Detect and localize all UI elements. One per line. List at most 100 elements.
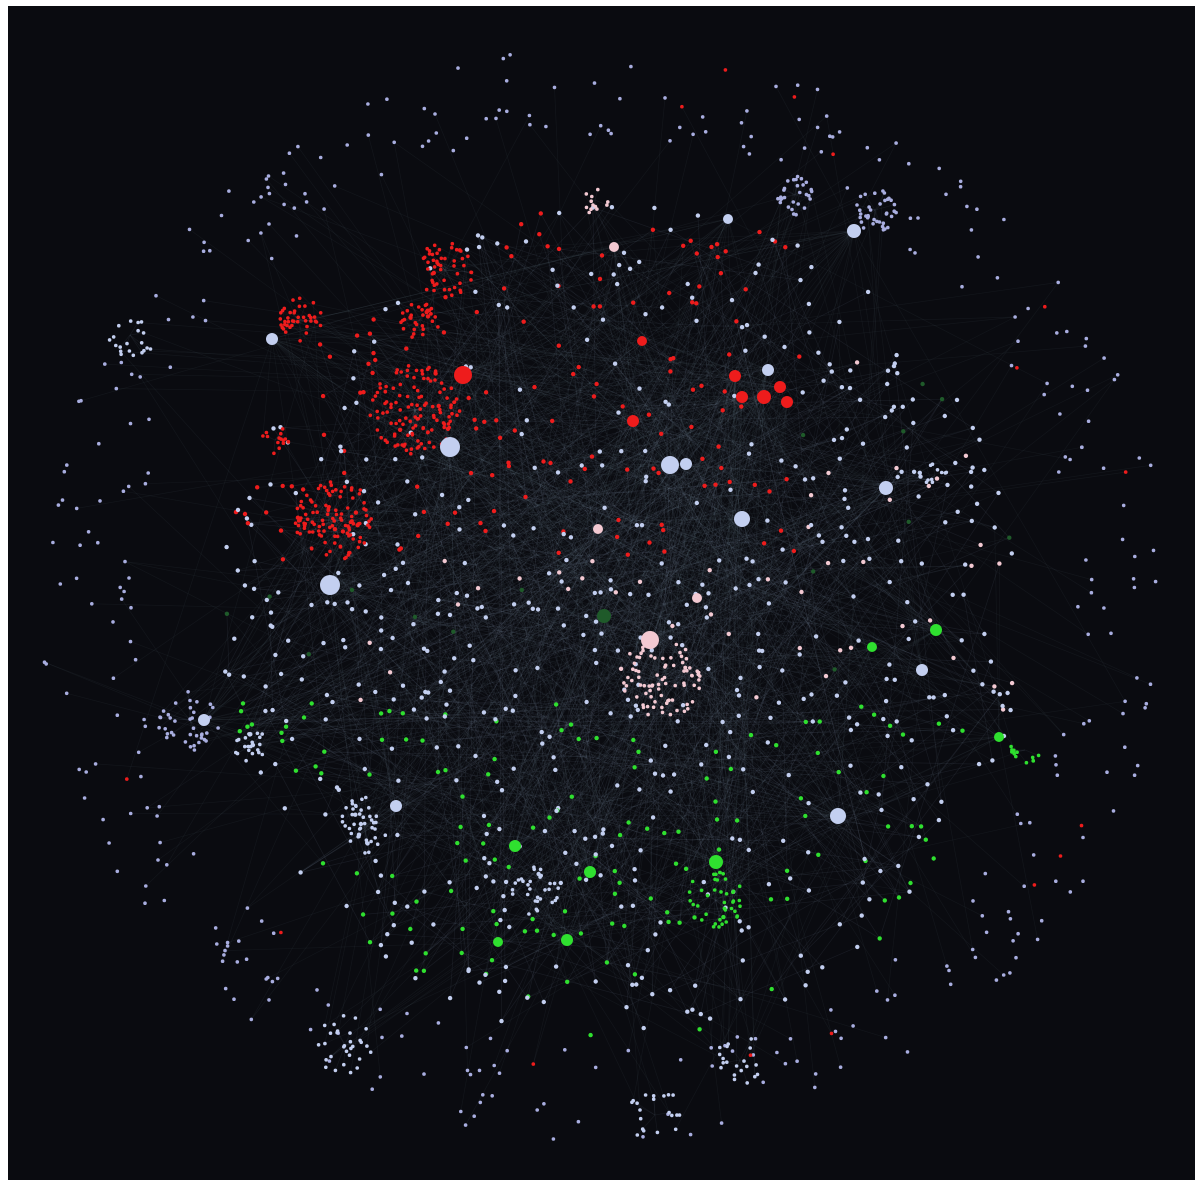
graph-node bbox=[298, 532, 303, 536]
graph-edge bbox=[662, 396, 765, 776]
graph-edge bbox=[449, 396, 743, 883]
graph-node bbox=[481, 813, 487, 819]
graph-node bbox=[454, 397, 459, 401]
graph-node bbox=[481, 710, 487, 715]
graph-edge bbox=[409, 463, 687, 930]
graph-edge bbox=[436, 262, 887, 489]
graph-node bbox=[513, 881, 518, 885]
graph-edge bbox=[329, 538, 869, 586]
graph-node bbox=[296, 144, 300, 149]
graph-edge bbox=[373, 319, 894, 408]
graph-node bbox=[422, 255, 427, 260]
graph-node bbox=[325, 512, 330, 517]
graph-edge bbox=[369, 560, 720, 644]
graph-node bbox=[158, 715, 162, 719]
graph-edge bbox=[678, 535, 847, 583]
graph-node bbox=[788, 1037, 793, 1041]
graph-edge bbox=[767, 579, 1000, 738]
graph-edge bbox=[649, 340, 1019, 641]
graph-node bbox=[268, 610, 274, 615]
graph-edge bbox=[710, 614, 861, 793]
graph-node bbox=[219, 213, 224, 218]
graph-node bbox=[886, 225, 890, 230]
graph-edge bbox=[334, 522, 481, 605]
graph-edge bbox=[422, 457, 664, 531]
graph-node bbox=[405, 308, 410, 313]
graph-edge bbox=[544, 830, 743, 961]
graph-edge bbox=[356, 335, 814, 479]
graph-node bbox=[752, 482, 757, 487]
graph-node bbox=[334, 488, 338, 492]
graph-node bbox=[342, 470, 347, 476]
graph-node bbox=[513, 693, 518, 699]
graph-node bbox=[478, 520, 483, 526]
graph-node bbox=[267, 191, 272, 196]
graph-edge bbox=[685, 463, 741, 887]
graph-edge bbox=[329, 446, 1082, 586]
graph-node bbox=[286, 638, 291, 643]
graph-node bbox=[192, 743, 196, 748]
graph-node bbox=[571, 305, 576, 310]
graph-node bbox=[306, 652, 311, 657]
graph-edge bbox=[505, 387, 851, 968]
graph-node bbox=[801, 183, 805, 187]
graph-node bbox=[360, 797, 364, 802]
graph-edge bbox=[415, 554, 629, 979]
graph-node bbox=[354, 333, 360, 338]
graph-edge bbox=[291, 487, 887, 740]
graph-node bbox=[139, 320, 144, 324]
graph-node bbox=[458, 281, 462, 286]
graph-node bbox=[713, 799, 718, 804]
graph-edge bbox=[434, 113, 651, 641]
graph-node bbox=[237, 729, 242, 734]
graph-node bbox=[939, 397, 945, 402]
graph-edge bbox=[329, 370, 408, 586]
graph-edge bbox=[558, 218, 729, 573]
graph-node bbox=[363, 609, 368, 614]
graph-edge bbox=[603, 615, 752, 1040]
graph-node bbox=[370, 370, 375, 376]
graph-node bbox=[503, 964, 509, 970]
graph-node bbox=[77, 767, 81, 772]
graph-node bbox=[855, 944, 860, 950]
graph-node bbox=[678, 650, 682, 655]
graph-edge bbox=[381, 174, 717, 863]
graph-node bbox=[651, 705, 656, 709]
graph-node bbox=[449, 386, 454, 391]
graph-node bbox=[559, 728, 564, 733]
graph-node bbox=[971, 899, 975, 903]
graph-node bbox=[628, 651, 632, 656]
graph-node bbox=[266, 333, 278, 345]
graph-edge bbox=[675, 669, 923, 1130]
graph-edge bbox=[578, 738, 702, 1015]
graph-node bbox=[250, 740, 254, 745]
graph-edge bbox=[449, 115, 827, 448]
graph-edge bbox=[445, 533, 564, 715]
graph-edge bbox=[421, 446, 719, 698]
graph-edge bbox=[630, 716, 786, 1000]
graph-node bbox=[685, 1009, 690, 1014]
graph-edge bbox=[514, 379, 1115, 847]
graph-node bbox=[656, 687, 661, 691]
graph-node bbox=[619, 904, 624, 909]
graph-edge bbox=[495, 420, 566, 912]
graph-edge bbox=[327, 510, 331, 586]
graph-edge bbox=[641, 507, 849, 978]
graph-edge bbox=[741, 396, 1089, 635]
graph-edge bbox=[557, 369, 769, 809]
graph-edge bbox=[401, 409, 416, 446]
graph-node bbox=[659, 431, 664, 436]
graph-node bbox=[976, 761, 982, 767]
graph-edge bbox=[669, 464, 709, 594]
graph-node bbox=[641, 1025, 646, 1031]
graph-edge bbox=[626, 469, 639, 685]
graph-node bbox=[684, 656, 689, 661]
graph-node bbox=[258, 735, 262, 740]
graph-node bbox=[297, 304, 302, 309]
graph-node bbox=[650, 992, 655, 997]
graph-edge bbox=[503, 302, 693, 897]
graph-edge bbox=[159, 230, 855, 718]
graph-edge bbox=[659, 679, 684, 684]
graph-node bbox=[662, 549, 667, 554]
graph-node bbox=[651, 1097, 656, 1101]
